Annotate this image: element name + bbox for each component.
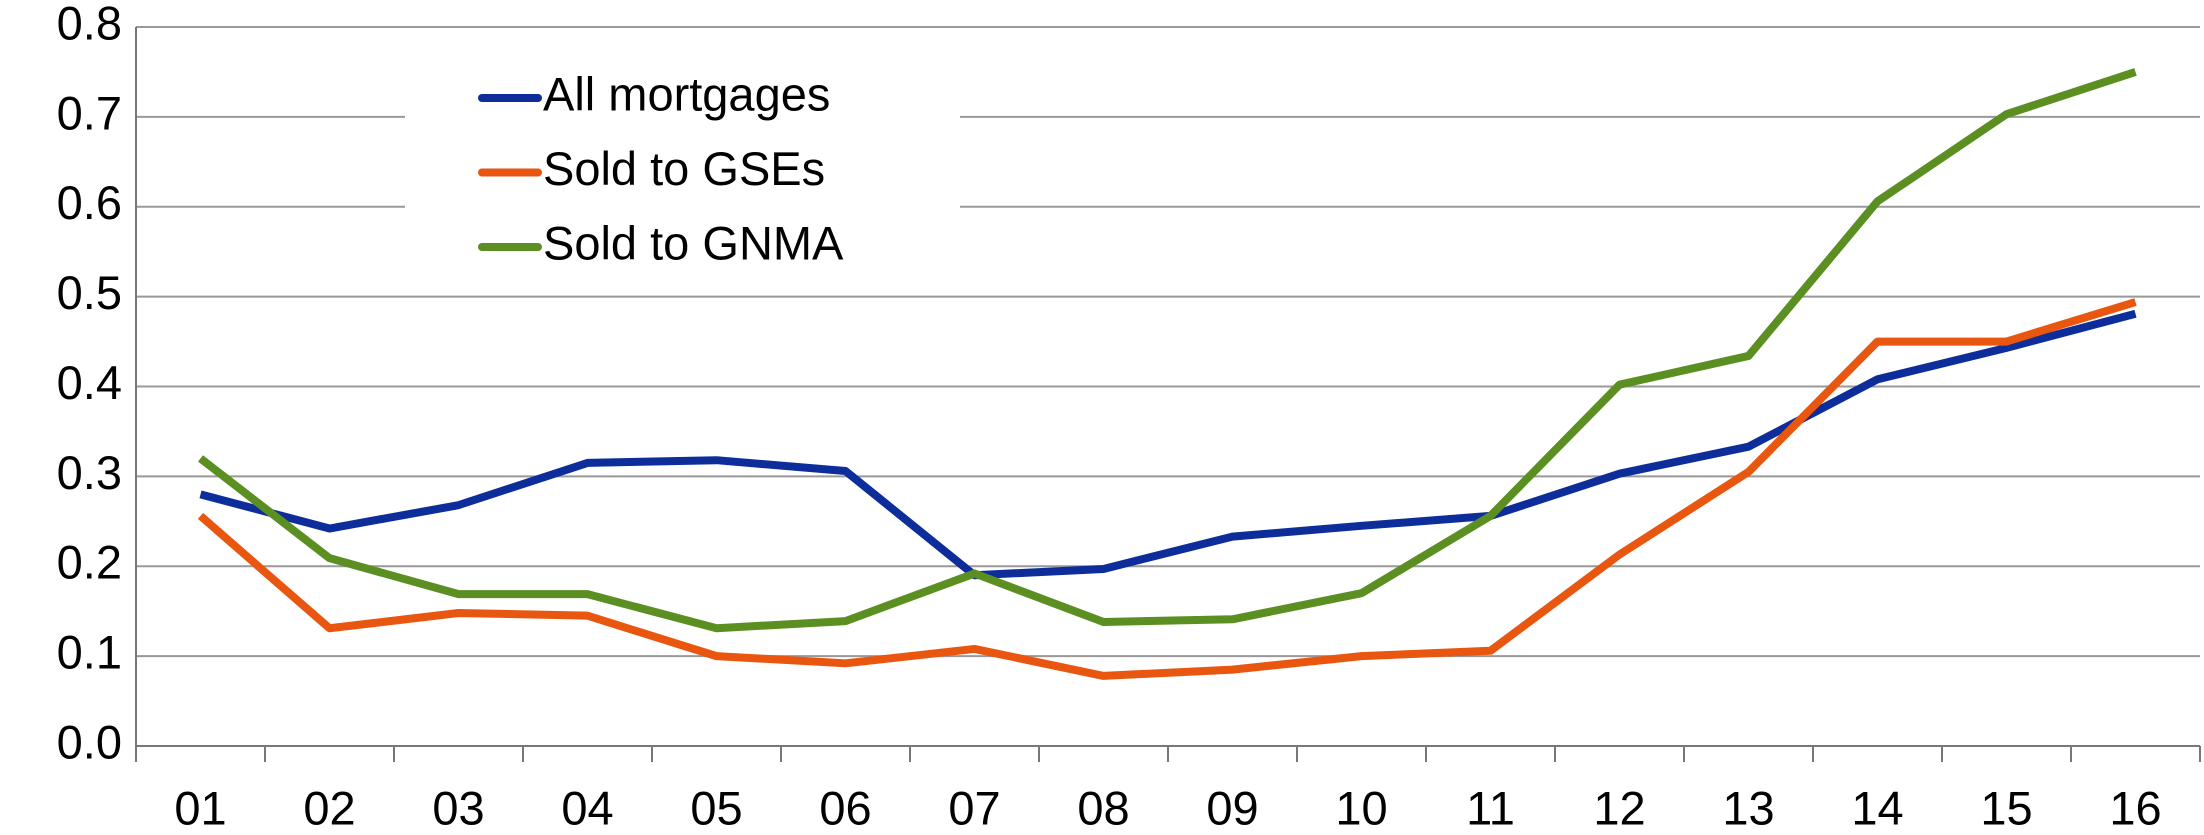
y-tick-label: 0.5 bbox=[57, 266, 122, 319]
x-tick-label: 13 bbox=[1722, 781, 1774, 834]
series-line bbox=[198, 68, 2137, 633]
y-tick-label: 0.0 bbox=[57, 715, 122, 768]
y-tick-label: 0.2 bbox=[57, 536, 122, 589]
y-tick-label: 0.6 bbox=[57, 176, 122, 229]
x-tick-label: 14 bbox=[1851, 781, 1903, 834]
x-tick-label: 03 bbox=[432, 781, 484, 834]
x-tick-label: 04 bbox=[561, 781, 613, 834]
legend-label: Sold to GSEs bbox=[543, 142, 825, 195]
y-tick-label: 0.7 bbox=[57, 86, 122, 139]
x-tick-label: 09 bbox=[1206, 781, 1258, 834]
y-tick-label: 0.1 bbox=[57, 626, 122, 679]
x-tick-label: 11 bbox=[1466, 781, 1515, 834]
x-tick-label: 05 bbox=[690, 781, 742, 834]
x-tick-label: 10 bbox=[1335, 781, 1387, 834]
y-tick-label: 0.8 bbox=[57, 0, 122, 49]
series-line bbox=[197, 298, 2137, 680]
series-line bbox=[199, 309, 2137, 580]
legend-box bbox=[405, 60, 960, 245]
x-tick-label: 06 bbox=[819, 781, 871, 834]
legend-label: All mortgages bbox=[543, 67, 830, 120]
x-tick-label: 01 bbox=[174, 781, 226, 834]
legend-label: Sold to GNMA bbox=[543, 216, 844, 269]
x-tick-label: 08 bbox=[1077, 781, 1129, 834]
x-tick-label: 16 bbox=[2109, 781, 2161, 834]
x-tick-label: 07 bbox=[948, 781, 1000, 834]
y-tick-label: 0.4 bbox=[57, 356, 122, 409]
x-tick-label: 15 bbox=[1980, 781, 2032, 834]
y-tick-label: 0.3 bbox=[57, 446, 122, 499]
x-tick-label: 02 bbox=[303, 781, 355, 834]
x-tick-label: 12 bbox=[1593, 781, 1645, 834]
